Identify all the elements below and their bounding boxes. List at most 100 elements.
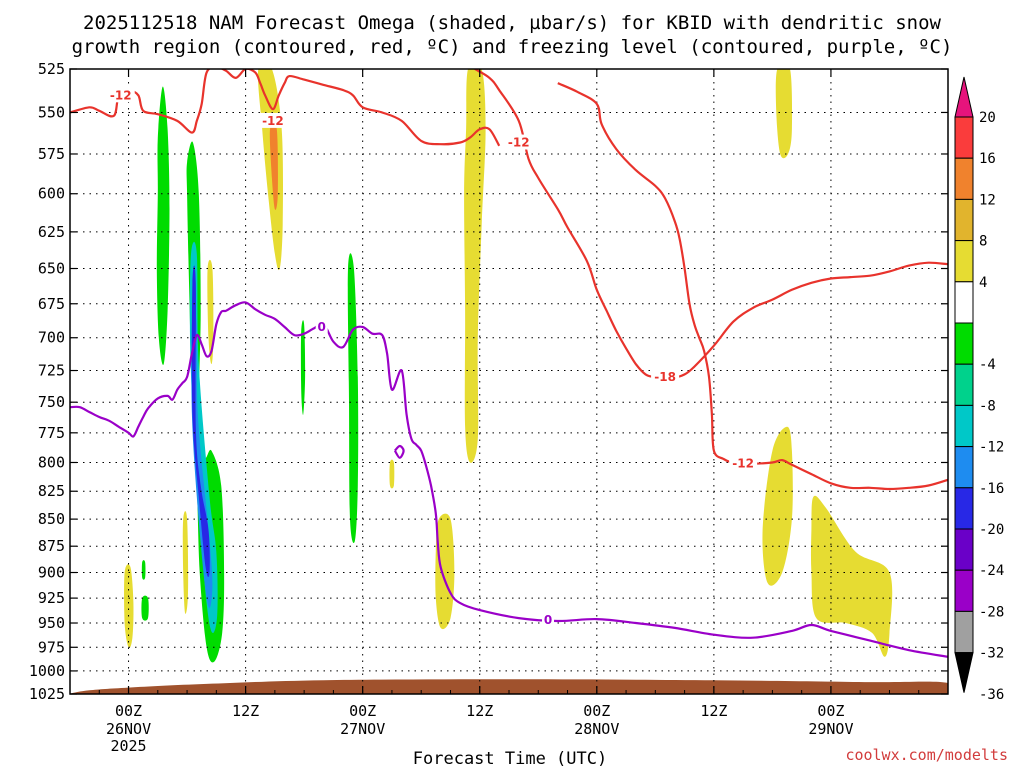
contour-label-bg <box>106 87 135 103</box>
y-tick-label: 600 <box>38 185 65 203</box>
omega-region-terrain <box>70 679 948 694</box>
y-tick-label: 650 <box>38 260 65 278</box>
contour-label-bg <box>542 612 555 628</box>
omega-region-green <box>141 560 146 580</box>
colorbar-bin <box>954 446 974 489</box>
colorbar-bin <box>954 363 974 406</box>
y-tick-label: 625 <box>38 223 65 241</box>
x-tick-label: 12Z <box>700 702 727 720</box>
omega-region-yellow <box>182 511 189 614</box>
omega-region-green <box>156 86 170 365</box>
x-tick-label: 00Z <box>349 702 376 720</box>
omega-region-yellow <box>124 564 134 648</box>
x-tick-date: 27NOV <box>340 720 385 738</box>
contour-label-bg <box>504 134 533 150</box>
y-tick-label: 700 <box>38 329 65 347</box>
colorbar: 20 16 12 8 4 -4 -8 -12 -16 -20 -24 -28 -32 -36 <box>954 76 1004 703</box>
y-tick-label: 825 <box>38 482 65 500</box>
contour-label: -12 <box>508 136 530 150</box>
y-tick-label: 725 <box>38 362 65 380</box>
colorbar-label: 4 <box>979 275 987 291</box>
x-tick-date: 29NOV <box>808 720 853 738</box>
colorbar-label: -12 <box>979 440 1004 456</box>
x-tick-label: 12Z <box>232 702 259 720</box>
x-tick-label: 00Z <box>817 702 844 720</box>
omega-region-orange <box>269 122 278 210</box>
x-tick-label: 12Z <box>466 702 493 720</box>
y-tick-label: 975 <box>38 638 65 656</box>
y-tick-label: 550 <box>38 103 65 121</box>
credit-text: coolwx.com/modelts <box>845 746 1008 764</box>
y-tick-label: 1025 <box>29 685 65 703</box>
contour-label: -12 <box>732 457 754 471</box>
contour-label: -12 <box>262 114 284 128</box>
contour-label-bg <box>258 112 287 128</box>
omega-region-green <box>141 595 149 621</box>
y-tick-label: 850 <box>38 510 65 528</box>
colorbar-bin <box>954 322 974 365</box>
colorbar-label: -28 <box>979 604 1004 620</box>
colorbar-cap-top <box>954 76 974 118</box>
omega-shaded-field <box>70 69 948 694</box>
colorbar-bin <box>954 157 974 200</box>
omega-region-yellow <box>389 459 395 489</box>
colorbar-label: -36 <box>979 687 1004 703</box>
contour-label: 0 <box>318 320 326 334</box>
chart-title-line-2: growth region (contoured, red, ºC) and f… <box>72 36 953 58</box>
y-tick-label: 575 <box>38 145 65 163</box>
omega-region-yellow <box>435 513 455 630</box>
colorbar-label: 16 <box>979 151 996 167</box>
y-tick-label: 800 <box>38 453 65 471</box>
y-tick-label: 900 <box>38 564 65 582</box>
contour-labels: -12 -12 -12 -18 -12 0 0 <box>106 87 758 628</box>
colorbar-label: 8 <box>979 234 987 250</box>
colorbar-bin <box>954 404 974 448</box>
x-tick-date: 28NOV <box>574 720 619 738</box>
y-tick-label: 1000 <box>29 662 65 680</box>
y-tick-label: 950 <box>38 614 65 632</box>
omega-region-yellow <box>207 259 214 365</box>
colorbar-bin <box>954 198 974 242</box>
colorbar-label: -4 <box>979 357 996 373</box>
colorbar-bin <box>954 487 974 530</box>
gridlines <box>70 69 948 694</box>
contour-label: -12 <box>110 88 132 102</box>
x-tick-label: 00Z <box>583 702 610 720</box>
x-axis-label: Forecast Time (UTC) <box>413 749 607 768</box>
colorbar-cap-bottom <box>954 652 974 693</box>
colorbar-label: -16 <box>979 481 1004 497</box>
omega-region-indigo <box>191 265 210 578</box>
colorbar-label: -24 <box>979 563 1004 579</box>
contour-label: -18 <box>654 370 676 384</box>
colorbar-bin <box>954 116 974 159</box>
omega-region-yellow <box>775 69 793 159</box>
omega-region-green <box>300 320 306 415</box>
contour-dendritic-minus12-upper <box>70 69 501 147</box>
y-tick-label: 525 <box>38 60 65 78</box>
y-tick-label: 925 <box>38 589 65 607</box>
x-tick-year: 2025 <box>110 737 146 755</box>
colorbar-bin <box>954 281 974 324</box>
colorbar-label: 12 <box>979 192 996 208</box>
colorbar-bin <box>954 610 974 654</box>
y-tick-label: 775 <box>38 424 65 442</box>
omega-region-green <box>347 253 359 544</box>
colorbar-bin <box>954 569 974 612</box>
omega-region-yellow <box>464 69 486 463</box>
colorbar-bin <box>954 240 974 283</box>
y-tick-label: 675 <box>38 295 65 313</box>
x-tick-label: 00Z <box>115 702 142 720</box>
contour-label: 0 <box>544 613 552 627</box>
contour-label-bg <box>651 368 680 384</box>
y-axis: 525 550 575 600 625 650 675 700 725 750 775 800 825 8… <box>29 60 948 703</box>
x-tick-date: 26NOV <box>106 720 151 738</box>
y-tick-label: 750 <box>38 393 65 411</box>
contour-label-bg <box>729 455 758 471</box>
colorbar-label: -8 <box>979 398 996 414</box>
contour-dendritic-minus18 <box>474 69 948 379</box>
chart-title-line-1: 2025112518 NAM Forecast Omega (shaded, µ… <box>83 12 941 34</box>
colorbar-label: -32 <box>979 646 1004 662</box>
colorbar-label: -20 <box>979 522 1004 538</box>
contour-freezing-level-loop <box>393 444 405 459</box>
